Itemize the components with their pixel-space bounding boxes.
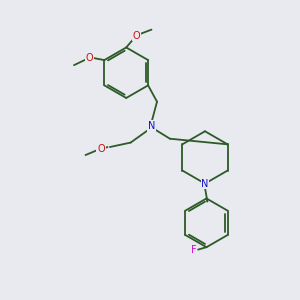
Text: O: O bbox=[133, 31, 140, 40]
Text: O: O bbox=[97, 143, 105, 154]
Text: N: N bbox=[201, 178, 209, 189]
Text: O: O bbox=[86, 53, 93, 63]
Text: F: F bbox=[190, 244, 196, 255]
Text: N: N bbox=[148, 121, 155, 131]
